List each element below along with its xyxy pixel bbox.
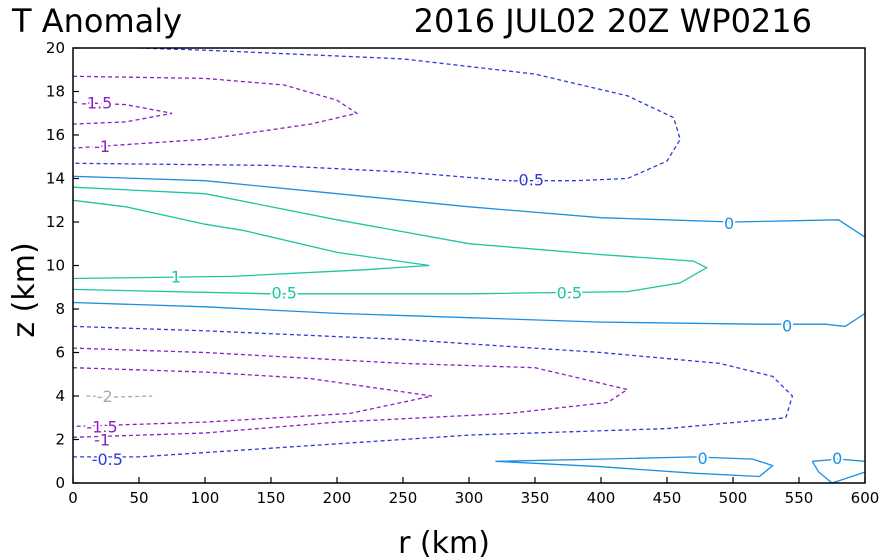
x-tick-label: 0	[68, 489, 78, 507]
x-tick-label: 450	[653, 489, 682, 507]
contour-z-1-lower	[73, 347, 630, 438]
contour-z-1-5-upper	[73, 101, 173, 125]
contour-z-0-upper	[73, 175, 865, 238]
x-tick-label: 500	[719, 489, 748, 507]
y-axis: 0 2 4 6 8 10 12 14 16 18 20	[46, 39, 79, 492]
contour-z-0-bottom-a	[495, 456, 774, 478]
x-tick-label: 600	[851, 489, 879, 507]
contour-label: -1	[94, 137, 110, 156]
y-tick-label: 4	[55, 387, 65, 405]
contour-label: -1.5	[81, 93, 112, 112]
contour-z-1-upper	[73, 75, 359, 149]
y-tick-label: 18	[46, 83, 65, 101]
x-tick-label: 300	[455, 489, 484, 507]
contour-label: 1	[171, 267, 181, 286]
x-axis: 0 50 100 150 200 250 300 350 400 450 500 550 600	[68, 477, 879, 507]
contour-label: -1	[94, 431, 110, 450]
contour-lines	[73, 48, 865, 483]
x-tick-label: 100	[191, 489, 220, 507]
contour-z-1-mid	[73, 199, 430, 280]
y-tick-label: 6	[55, 344, 65, 362]
y-tick-label: 8	[55, 300, 65, 318]
contour-label: -0.5	[92, 450, 123, 469]
contour-z-0-5-upper	[73, 48, 681, 182]
contour-z-0-5-lower	[73, 325, 794, 458]
contour-label: -1.5	[86, 417, 117, 436]
y-axis-label: z (km)	[7, 242, 42, 337]
contour-label: 0	[832, 449, 842, 468]
y-tick-label: 0	[55, 474, 65, 492]
contour-label: 0	[782, 316, 792, 335]
x-tick-label: 400	[587, 489, 616, 507]
contour-z-0-mid	[73, 301, 865, 328]
x-tick-label: 350	[521, 489, 550, 507]
contour-label: -2	[97, 387, 113, 406]
y-tick-label: 16	[46, 126, 65, 144]
contour-label: 0.5	[557, 284, 582, 303]
x-tick-label: 150	[257, 489, 286, 507]
contour-label: 0.5	[271, 284, 296, 303]
y-tick-label: 2	[55, 431, 65, 449]
contour-label: 0	[724, 214, 734, 233]
x-tick-label: 200	[323, 489, 352, 507]
y-tick-label: 20	[46, 39, 65, 57]
contour-label: -0.5	[513, 171, 544, 190]
contour-z-0-5-mid	[73, 186, 708, 295]
x-tick-label: 50	[129, 489, 148, 507]
contour-label: 0	[698, 449, 708, 468]
contour-z-0-bottom-b	[811, 458, 865, 483]
chart-title-right: 2016 JUL02 20Z WP0216	[414, 2, 812, 40]
x-axis-label: r (km)	[398, 526, 490, 559]
y-tick-label: 10	[46, 257, 65, 275]
plot-frame	[72, 47, 866, 484]
contour-z-1-5-lower	[73, 367, 433, 428]
chart-title-left: T Anomaly	[11, 2, 182, 40]
y-tick-label: 12	[46, 213, 65, 231]
x-tick-label: 550	[785, 489, 814, 507]
x-tick-label: 250	[389, 489, 418, 507]
y-tick-label: 14	[46, 170, 65, 188]
contour-z-2-lower	[86, 395, 153, 398]
